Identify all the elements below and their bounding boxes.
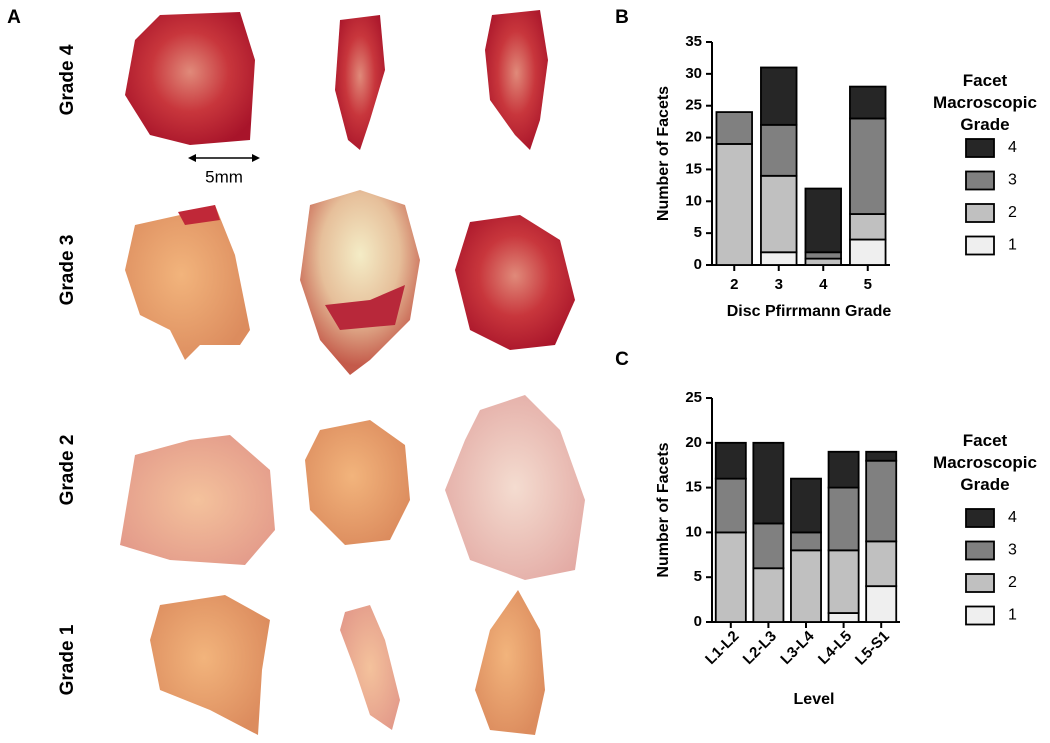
- row-label: Grade 3: [57, 235, 78, 306]
- legend-swatch: [965, 573, 995, 593]
- bar-segment: [760, 174, 798, 254]
- bar-segment: [760, 123, 798, 177]
- bar-segment: [849, 213, 887, 241]
- y-tick-label: 0: [694, 256, 702, 273]
- bar-segment: [715, 111, 753, 145]
- bar-segment: [865, 459, 898, 543]
- panel-label: A: [7, 7, 21, 28]
- legend-label: 2: [1008, 574, 1017, 591]
- bar-segment: [865, 450, 898, 462]
- bar-segment: [827, 612, 860, 623]
- y-tick-label: 15: [685, 160, 702, 177]
- panel-label: B: [615, 7, 629, 28]
- legend-label: 3: [1008, 172, 1017, 189]
- legend-swatch: [965, 508, 995, 528]
- bar-segment: [790, 549, 822, 623]
- x-tick-label: L1-L2: [702, 628, 742, 668]
- y-tick-label: 25: [685, 389, 702, 406]
- y-tick-label: 35: [685, 33, 702, 50]
- row-label: Grade 1: [57, 624, 78, 695]
- x-axis-title: Disc Pfirrmann Grade: [727, 303, 892, 320]
- bar-segment: [714, 531, 747, 623]
- x-tick-label: L5-S1: [852, 628, 893, 669]
- x-tick-label: 4: [819, 276, 828, 293]
- legend-label: 4: [1008, 139, 1017, 156]
- y-tick-label: 10: [685, 192, 702, 209]
- bar-segment: [790, 477, 822, 534]
- legend-label: 1: [1008, 607, 1017, 624]
- bar-segment: [827, 486, 860, 552]
- x-tick-label: 2: [730, 276, 738, 293]
- y-tick-label: 0: [694, 613, 702, 630]
- bar-segment: [804, 257, 842, 266]
- y-tick-label: 30: [685, 65, 702, 82]
- legend-swatch: [965, 605, 995, 626]
- legend-swatch: [965, 138, 995, 158]
- bar-segment: [827, 549, 860, 614]
- bar-segment: [714, 477, 747, 534]
- legend-title: Facet Macroscopic Grade: [933, 431, 1037, 494]
- bar-segment: [760, 251, 798, 266]
- y-tick-label: 20: [685, 434, 702, 451]
- y-tick-label: 10: [685, 523, 702, 540]
- y-tick-label: 5: [694, 224, 702, 241]
- specimen-photos: [120, 10, 585, 735]
- bar-segment: [752, 567, 785, 623]
- legend-swatch: [965, 235, 995, 256]
- bar-segment: [760, 66, 798, 126]
- bar-segment: [865, 540, 898, 588]
- bar-segment: [849, 238, 887, 266]
- x-tick-label: L3-L4: [777, 627, 818, 668]
- y-tick-label: 5: [694, 568, 702, 585]
- bar-segment: [865, 585, 898, 623]
- x-tick-label: 5: [864, 276, 872, 293]
- bar-segment: [715, 143, 753, 266]
- bar-segment: [714, 441, 747, 480]
- bar-segment: [804, 187, 842, 254]
- scale-bar: [188, 154, 260, 162]
- y-tick-label: 15: [685, 479, 702, 496]
- row-label: Grade 2: [57, 435, 78, 506]
- bar-segment: [804, 251, 842, 260]
- legend-title: Facet Macroscopic Grade: [933, 71, 1037, 134]
- bar-segment: [752, 441, 785, 525]
- bar-segment: [752, 522, 785, 570]
- x-axis-title: Level: [794, 691, 835, 708]
- y-tick-label: 25: [685, 97, 702, 114]
- bar-segment: [849, 85, 887, 120]
- bar-segment: [849, 117, 887, 215]
- legend-label: 1: [1008, 237, 1017, 254]
- y-tick-label: 20: [685, 129, 702, 146]
- x-tick-label: 3: [775, 276, 783, 293]
- row-label: Grade 4: [57, 44, 78, 115]
- bar-segment: [827, 450, 860, 489]
- legend-swatch: [965, 203, 995, 223]
- legend-swatch: [965, 540, 995, 561]
- legend-label: 4: [1008, 509, 1017, 526]
- scale-bar-label: 5mm: [205, 167, 243, 186]
- x-tick-label: L4-L5: [815, 628, 855, 668]
- x-tick-label: L2-L3: [740, 628, 780, 668]
- y-axis-title: Number of Facets: [655, 442, 672, 577]
- panel-label: C: [615, 349, 629, 370]
- y-axis-title: Number of Facets: [655, 86, 672, 221]
- legend-label: 2: [1008, 204, 1017, 221]
- legend-label: 3: [1008, 542, 1017, 559]
- bar-segment: [790, 531, 822, 552]
- legend-swatch: [965, 170, 995, 191]
